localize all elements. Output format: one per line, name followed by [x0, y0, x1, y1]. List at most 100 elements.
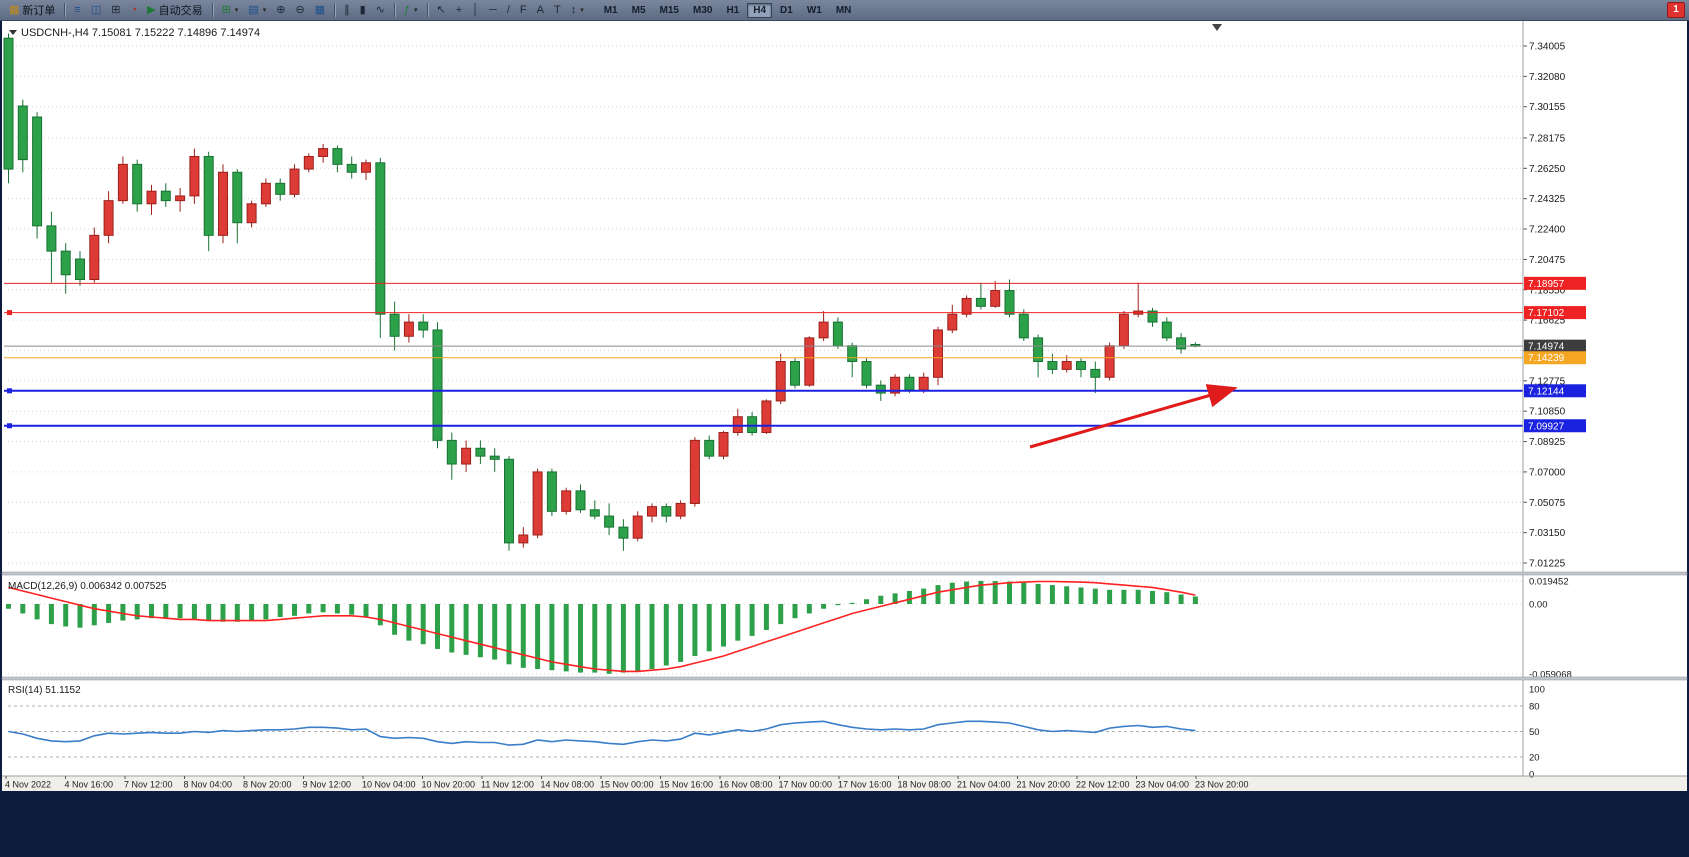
current-price-line-tag — [1524, 339, 1586, 353]
macd-histogram-bar — [406, 604, 412, 641]
macd-histogram-bar — [477, 604, 483, 658]
zoom-in-button[interactable]: ⊕ — [272, 2, 289, 19]
trendline-tool-button[interactable]: / — [503, 2, 514, 19]
timeframe-MN[interactable]: MN — [830, 3, 858, 18]
candle-body — [647, 506, 657, 517]
macd-histogram-bar — [549, 604, 555, 671]
macd-histogram-bar — [849, 602, 855, 604]
bar-chart-mode-button[interactable]: ∥ — [340, 2, 354, 19]
macd-histogram-bar — [1021, 582, 1027, 604]
candle-body — [790, 361, 800, 386]
macd-histogram-bar — [763, 604, 769, 631]
one-click-trading-arrow-icon[interactable] — [9, 30, 17, 35]
zoom-out-button[interactable]: ⊖ — [291, 2, 308, 19]
trend-arrow-annotation[interactable] — [1029, 384, 1238, 449]
candle-body — [46, 225, 57, 252]
timeframe-H4[interactable]: H4 — [747, 2, 773, 18]
macd-histogram-bar — [1150, 590, 1155, 604]
price-axis[interactable]: 7.34005 7.32080 7.30155 7.28175 7.26250 7.243… — [1522, 21, 1566, 776]
market-watch-button[interactable]: ≡ — [70, 2, 84, 19]
navigator-button[interactable]: ◫ — [87, 2, 105, 19]
auto-trading-button[interactable]: ▶ 自动交易 — [143, 2, 206, 19]
auto-trading-play-icon: ▶ — [147, 3, 156, 16]
candle-body — [975, 297, 986, 307]
terminal-button[interactable]: ⊞ — [107, 2, 124, 19]
chart-shift-marker-icon[interactable] — [1212, 24, 1222, 31]
cursor-tool-button[interactable]: ↖ — [433, 2, 450, 19]
macd-histogram-bar — [292, 604, 297, 616]
support-line-lower-tag-label: 7.09927 — [1528, 421, 1565, 432]
candle-body — [961, 297, 972, 315]
support-line-upper-anchor[interactable] — [7, 388, 12, 394]
crosshair-tool-button[interactable]: + — [452, 2, 466, 19]
candle-body — [661, 506, 672, 517]
vertical-line-tool-button[interactable]: │ — [468, 2, 483, 19]
profiles-button[interactable]: ▤ ▾ — [244, 2, 270, 19]
macd-panel[interactable]: 0.019452 0.00 -0.059068 — [6, 577, 1572, 681]
timeframe-M30[interactable]: M30 — [687, 3, 718, 18]
new-order-button[interactable]: ▦ 新订单 — [5, 2, 59, 19]
candle-body — [890, 376, 901, 394]
time-tick-label: 8 Nov 20:00 — [243, 780, 292, 790]
candle-body — [32, 116, 43, 227]
macd-histogram-bar — [149, 604, 154, 619]
candle-body — [804, 337, 815, 386]
macd-indicator-label: MACD(12,26,9) 0.006342 0.007525 — [8, 581, 167, 592]
time-tick-label: 11 Nov 12:00 — [481, 780, 534, 790]
horizontal-line-tool-button[interactable]: ─ — [485, 2, 501, 19]
horizontal-line-objects[interactable] — [4, 282, 1523, 429]
candle-body — [318, 148, 329, 157]
candle-body — [589, 509, 600, 517]
history-center-button[interactable]: ◔ — [126, 2, 141, 19]
arrows-tool-button[interactable]: ↕ ▾ — [567, 2, 588, 19]
timeframe-H1[interactable]: H1 — [720, 3, 745, 18]
support-line-lower-anchor[interactable] — [7, 423, 12, 429]
time-axis[interactable]: 4 Nov 2022 4 Nov 16:00 7 Nov 12:00 8 Nov 04… — [2, 775, 1687, 790]
line-chart-mode-button[interactable]: ∿ — [372, 2, 389, 19]
macd-tick-label: -0.059068 — [1529, 669, 1572, 680]
resistance-line-lower-anchor[interactable] — [7, 310, 12, 316]
candle-body — [618, 526, 629, 539]
support-line-upper-tag-label: 7.12144 — [1528, 386, 1565, 397]
macd-histogram-bar — [878, 595, 884, 604]
timeframe-W1[interactable]: W1 — [801, 3, 828, 18]
macd-histogram-bar — [749, 604, 755, 636]
time-axis-strip[interactable] — [2, 776, 1687, 791]
timeframe-M15[interactable]: M15 — [654, 3, 685, 18]
candle-body — [1004, 290, 1015, 315]
macd-histogram-bar — [578, 604, 583, 673]
macd-histogram-bar — [806, 604, 812, 614]
price-tick-label: 7.30155 — [1529, 102, 1566, 113]
tile-windows-button[interactable]: ▦ — [311, 2, 329, 19]
timeframe-D1[interactable]: D1 — [774, 3, 799, 18]
panel-separator[interactable] — [1, 676, 1688, 681]
text-tool-button[interactable]: A — [533, 2, 548, 19]
new-order-label: 新订单 — [22, 5, 56, 17]
candle-body — [246, 203, 257, 224]
fibonacci-tool-button[interactable]: F — [516, 2, 531, 19]
label-tool-button[interactable]: T — [550, 2, 565, 19]
rsi-panel[interactable]: 100 80 50 20 0 — [8, 685, 1545, 781]
candlestick-mode-button[interactable]: ▮ — [356, 2, 370, 19]
time-tick-label: 10 Nov 04:00 — [362, 780, 416, 790]
new-chart-button[interactable]: ⊞ ▾ — [218, 2, 243, 19]
macd-histogram-bar — [649, 604, 655, 670]
macd-histogram-bar — [20, 604, 26, 614]
macd-histogram-bar — [778, 604, 784, 625]
support-line-upper-tag — [1524, 384, 1586, 398]
timeframe-M1[interactable]: M1 — [598, 3, 624, 18]
notification-badge[interactable]: 1 — [1667, 2, 1685, 18]
panel-separator[interactable] — [1, 571, 1688, 576]
candle-body — [689, 439, 700, 504]
macd-histogram-bar — [1064, 586, 1070, 604]
macd-histogram-bar — [935, 585, 941, 604]
candle-body — [918, 376, 929, 391]
timeframe-M5[interactable]: M5 — [626, 3, 652, 18]
current-price-line-tag-label: 7.14974 — [1528, 342, 1565, 353]
candle-body — [1018, 313, 1029, 339]
macd-histogram-bar — [220, 604, 226, 622]
candle-body — [432, 329, 443, 441]
indicators-button[interactable]: ƒ ▾ — [400, 2, 422, 19]
